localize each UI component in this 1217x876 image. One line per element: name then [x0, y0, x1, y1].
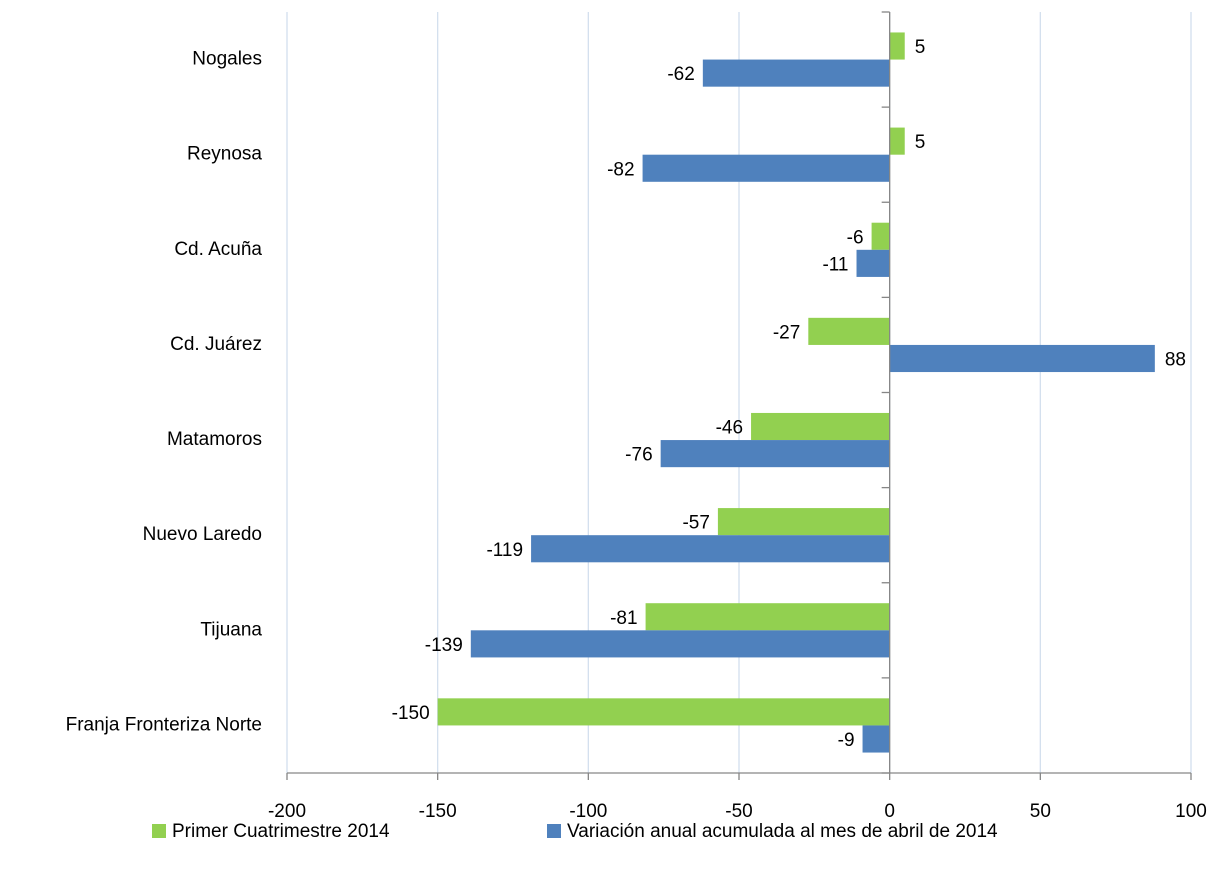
data-label: -9	[838, 730, 855, 751]
x-tick-label: -100	[569, 801, 607, 822]
y-tick-label: Cd. Juárez	[170, 334, 262, 355]
x-tick-label: 50	[1030, 801, 1051, 822]
data-label: 88	[1165, 350, 1186, 371]
data-label: -82	[607, 159, 634, 180]
bar	[702, 59, 890, 87]
bar	[889, 127, 905, 155]
data-label: -27	[773, 322, 800, 343]
bar	[437, 698, 890, 726]
x-tick-label: -150	[419, 801, 457, 822]
data-label: -150	[392, 703, 430, 724]
bar	[889, 32, 905, 60]
x-tick-label: -200	[268, 801, 306, 822]
bar	[645, 603, 890, 631]
y-tick-label: Franja Fronteriza Norte	[66, 714, 262, 735]
bar	[642, 154, 890, 182]
x-tick-label: 0	[884, 801, 895, 822]
x-tick-label: -50	[725, 801, 752, 822]
legend-swatch	[547, 824, 561, 838]
data-label: -57	[682, 513, 709, 534]
data-label: -11	[822, 254, 848, 275]
data-label: -119	[486, 540, 523, 561]
data-label: -139	[425, 635, 463, 656]
bar	[717, 508, 890, 536]
bar	[856, 249, 890, 277]
y-tick-label: Matamoros	[167, 429, 262, 450]
bar	[808, 317, 890, 345]
bar	[751, 412, 890, 441]
x-tick-label: 100	[1175, 801, 1207, 822]
legend-label: Primer Cuatrimestre 2014	[172, 821, 390, 842]
bar	[871, 222, 890, 250]
data-label: -81	[610, 608, 637, 629]
bar	[470, 630, 890, 658]
data-label: -6	[847, 227, 864, 248]
y-tick-label: Nuevo Laredo	[143, 524, 262, 545]
data-label: 5	[915, 37, 926, 58]
y-tick-label: Nogales	[192, 49, 262, 70]
y-tick-label: Cd. Acuña	[174, 239, 262, 260]
legend-swatch	[152, 824, 166, 838]
bar	[889, 344, 1155, 373]
y-tick-label: Reynosa	[187, 144, 262, 165]
legend-label: Variación anual acumulada al mes de abri…	[567, 821, 998, 842]
y-tick-label: Tijuana	[200, 619, 262, 640]
bar	[862, 725, 890, 753]
bar	[531, 535, 890, 563]
data-label: -76	[625, 445, 652, 466]
data-label: 5	[915, 132, 926, 153]
bar	[660, 440, 890, 468]
data-label: -46	[716, 418, 743, 439]
data-label: -62	[667, 64, 694, 85]
